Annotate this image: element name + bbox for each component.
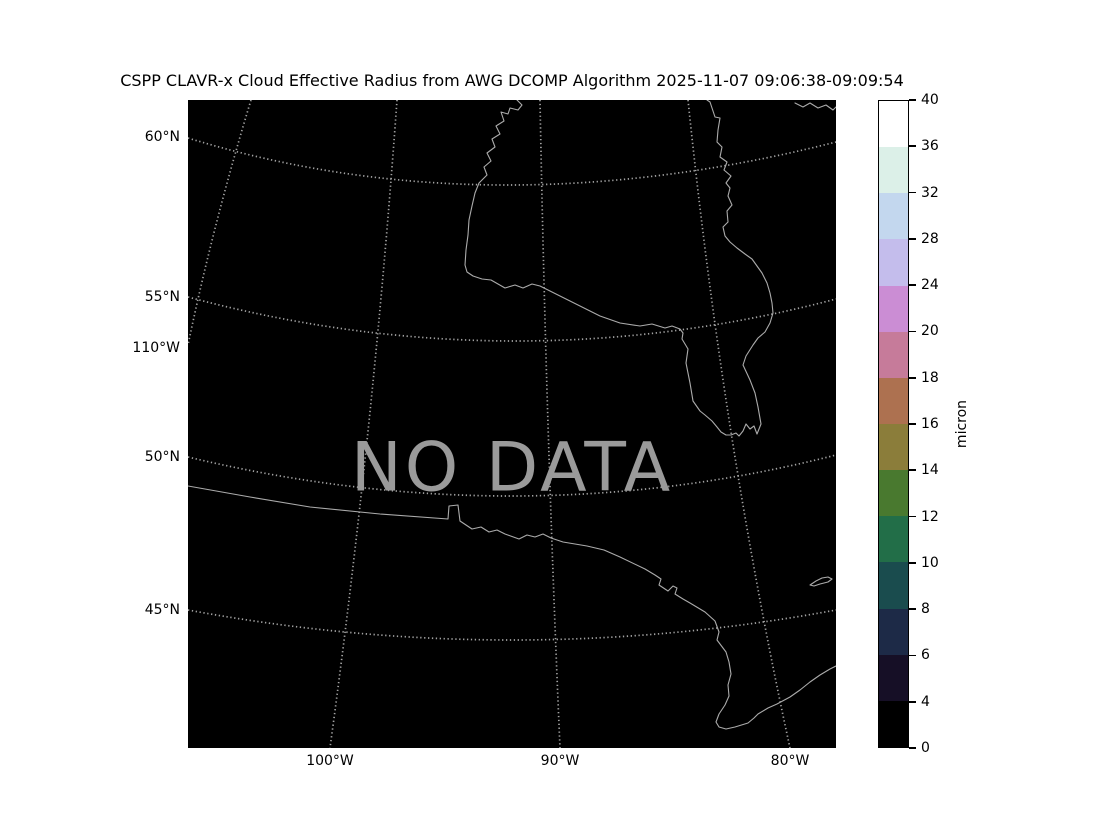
colorbar-tick-label-6: 6 [921,647,930,664]
graticule-meridian-90w [539,100,561,748]
colorbar-segment-6-8 [879,608,908,655]
colorbar-segment-36-40 [879,101,908,148]
colorbar-tick-10 [909,562,916,564]
coastline-border-and-lakes-line [188,485,836,730]
x-axis-label-100W: 100°W [306,753,354,769]
colorbar-tick-24 [909,284,916,286]
colorbar-tick-label-8: 8 [921,601,930,618]
colorbar-tick-label-10: 10 [921,554,939,571]
colorbar-tick-label-24: 24 [921,277,939,294]
map-canvas [188,100,836,748]
coastlines [188,100,836,730]
colorbar-tick-0 [909,747,916,749]
x-axis-label-80W: 80°W [770,753,810,769]
y-axis-label-45N: 45°N [144,602,180,618]
colorbar-tick-6 [909,654,916,657]
graticule-meridian-100w [329,100,398,748]
coastline-hudson-james-bay-coast [464,100,774,437]
colorbar-tick-14 [909,469,916,472]
colorbar-segment-0-4 [879,700,908,747]
graticule-parallel-50n [188,454,836,497]
coastline-northeast-corner-coast [794,102,836,111]
colorbar-tick-label-40: 40 [921,92,939,108]
colorbar-tick-40 [909,99,916,101]
colorbar-segment-12-14 [879,470,908,517]
colorbar-tick-18 [909,376,916,379]
colorbar-tick-label-0: 0 [921,740,930,756]
colorbar-tick-36 [909,145,916,148]
colorbar-tick-label-18: 18 [921,369,939,386]
colorbar-tick-label-20: 20 [921,323,939,340]
y-axis-label-50N: 50°N [144,449,180,465]
graticule-meridian-110w [188,100,252,346]
colorbar-segment-20-24 [879,285,908,332]
y-axis-label-55N: 55°N [144,289,180,305]
map-axes: NO DATA [188,100,836,748]
colorbar-segment-28-32 [879,193,908,240]
colorbar-unit-label: micron [954,399,970,449]
colorbar-tick-label-16: 16 [921,416,939,432]
colorbar-tick-label-4: 4 [921,693,930,710]
graticule-parallel-45n [188,609,836,641]
colorbar-segment-4-6 [879,654,908,701]
no-data-label: NO DATA [350,428,674,508]
colorbar-tick-8 [909,608,916,610]
colorbar-tick-label-32: 32 [921,184,939,201]
graticule-parallel-60n [188,137,836,186]
colorbar-segment-10-12 [879,516,908,563]
y-axis-label-110W: 110°W [132,340,180,356]
colorbar-segment-16-18 [879,377,908,424]
colorbar-tick-16 [909,423,916,425]
y-axis-label-60N: 60°N [144,129,180,145]
colorbar-tick-label-28: 28 [921,230,939,247]
colorbar-tick-20 [909,330,916,333]
colorbar-segment-14-16 [879,423,908,471]
colorbar-tick-32 [909,191,916,194]
colorbar [878,100,909,748]
figure-title: CSPP CLAVR-x Cloud Effective Radius from… [120,71,904,90]
colorbar-tick-4 [909,700,916,703]
colorbar-segment-24-28 [879,239,908,286]
colorbar-segment-32-36 [879,147,908,194]
coastline-small-island [809,576,833,587]
bottom-axis-labels: 100°W 90°W 80°W [0,752,1120,772]
colorbar-segment-18-20 [879,331,908,378]
colorbar-tick-label-14: 14 [921,462,939,479]
graticule-meridian-80w [687,100,791,748]
colorbar-segment-8-10 [879,562,908,609]
graticule-parallel-55n [188,296,836,342]
x-axis-label-90W: 90°W [540,753,580,769]
colorbar-tick-label-12: 12 [921,508,939,525]
colorbar-tick-28 [909,238,916,240]
colorbar-tick-label-36: 36 [921,138,939,155]
graticule-lines [188,100,836,748]
left-axis-labels: 60°N 55°N 110°W 50°N 45°N [0,0,180,840]
colorbar-tick-12 [909,515,916,518]
